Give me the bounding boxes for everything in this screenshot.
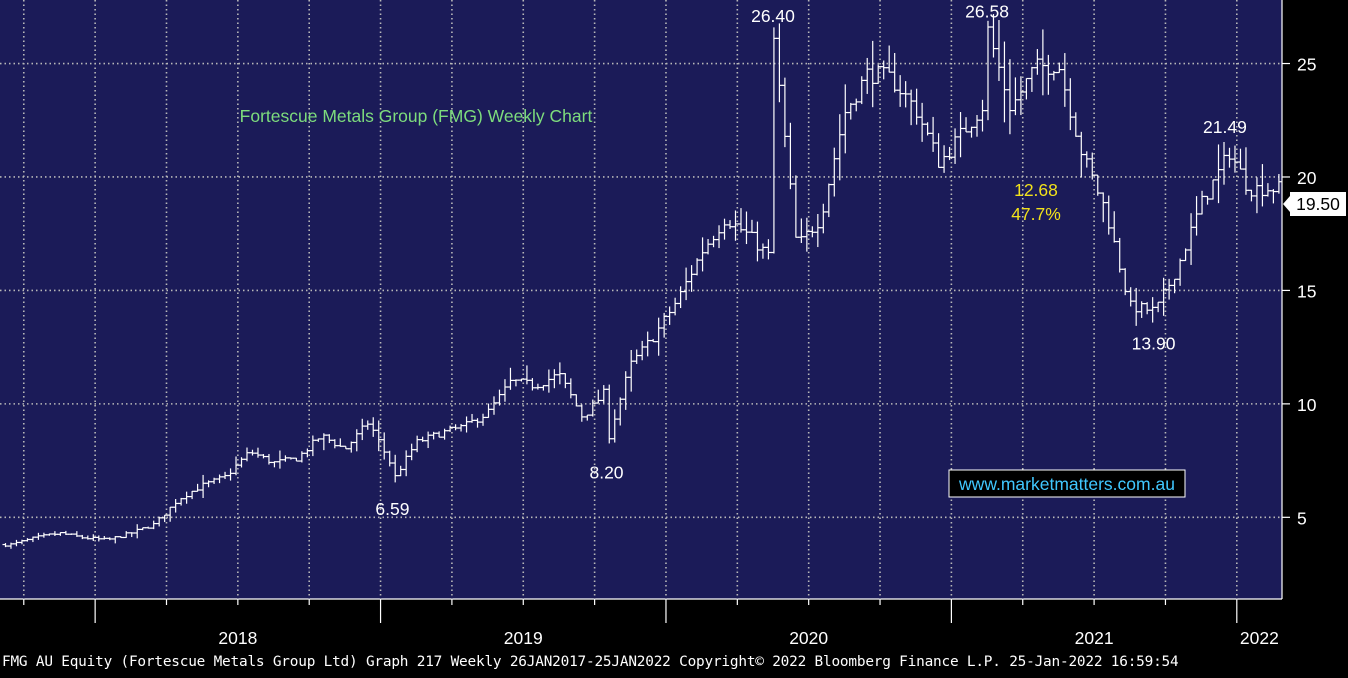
last-price-tag: 19.50: [1283, 192, 1346, 216]
x-tick-label: 2022: [1240, 628, 1279, 648]
annotation-label: 8.20: [589, 463, 623, 483]
x-tick-label: 2019: [504, 628, 543, 648]
y-tick-label: 20: [1297, 168, 1317, 188]
x-tick-label: 2018: [218, 628, 257, 648]
watermark: www.marketmatters.com.au: [948, 469, 1186, 498]
right-axis-panel: [1282, 0, 1348, 599]
y-tick-label: 5: [1297, 508, 1307, 528]
y-tick-label: 25: [1297, 55, 1316, 75]
x-tick-label: 2020: [789, 628, 828, 648]
bloomberg-footer: FMG AU Equity (Fortescue Metals Group Lt…: [2, 654, 1179, 670]
plot-area: [0, 0, 1282, 599]
bottom-axis-panel: [0, 599, 1348, 654]
annotation-label: 12.68: [1014, 180, 1058, 200]
y-tick-label: 15: [1297, 281, 1316, 301]
weekly-price-bar: [1275, 173, 1282, 194]
last-price-label: 19.50: [1296, 194, 1340, 214]
annotation-label: 26.40: [751, 6, 795, 26]
annotation-label: 13.90: [1132, 333, 1176, 353]
annotation-label: 26.58: [965, 2, 1009, 22]
watermark-text: www.marketmatters.com.au: [958, 474, 1175, 494]
y-tick-label: 10: [1297, 395, 1317, 415]
annotation-label: 6.59: [375, 499, 409, 519]
chart-title: Fortescue Metals Group (FMG) Weekly Char…: [240, 106, 593, 126]
annotation-label: 21.49: [1203, 117, 1247, 137]
x-tick-label: 2021: [1075, 628, 1114, 648]
annotation-label: 47.7%: [1011, 204, 1061, 224]
